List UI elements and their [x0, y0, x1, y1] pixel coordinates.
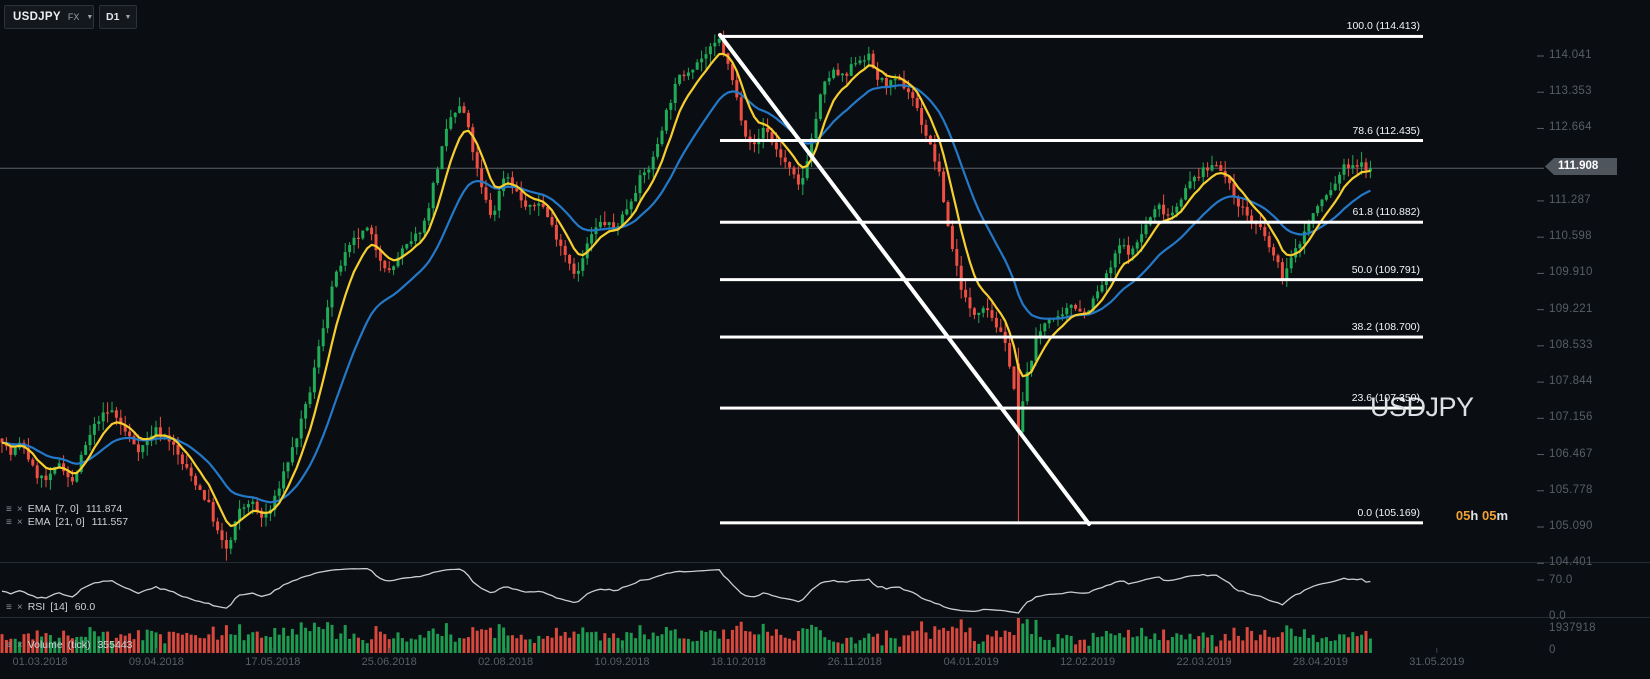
- price-axis-label: 107.156: [1549, 411, 1593, 424]
- indicator-name: Volume: [27, 639, 63, 651]
- countdown-h-unit: h: [1470, 508, 1479, 523]
- indicator-settings-icon[interactable]: ≡: [6, 503, 12, 515]
- price-axis-label: 113.353: [1549, 85, 1592, 98]
- indicator-value: 111.557: [91, 516, 129, 528]
- date-axis-label: 10.09.2018: [594, 656, 650, 668]
- indicator-name: RSI: [27, 601, 46, 613]
- symbol-label: USDJPY: [13, 11, 61, 23]
- indicator-params: [7, 0]: [55, 503, 79, 515]
- indicator-params: [21, 0]: [55, 516, 85, 528]
- indicator-params: (tick): [67, 639, 91, 651]
- date-axis-label: 04.01.2019: [943, 656, 999, 668]
- fib-level-label: 61.8 (110.882): [1352, 206, 1420, 219]
- current-price-tag: 111.908: [1545, 158, 1617, 175]
- price-axis-label: 114.041: [1549, 49, 1592, 61]
- date-axis-label: 22.03.2019: [1176, 656, 1232, 668]
- date-axis-label: 18.10.2018: [710, 656, 766, 668]
- fib-level-line: [720, 220, 1423, 224]
- bar-countdown: 05h 05m: [1438, 508, 1508, 523]
- market-label: FX: [67, 12, 80, 22]
- fib-level-label: 23.6 (107.350): [1351, 392, 1420, 405]
- countdown-m-unit: m: [1496, 508, 1508, 523]
- subpane-axis-label: 0.0: [1549, 610, 1566, 622]
- ema-slow-legend: ≡ × EMA [21, 0] 111.557: [6, 516, 128, 528]
- timeframe-selector[interactable]: D1 ▼: [99, 5, 137, 29]
- indicator-close-icon[interactable]: ×: [16, 516, 23, 528]
- date-axis-label: 31.05.2019: [1409, 656, 1465, 668]
- fib-level-label: 50.0 (109.791): [1351, 263, 1420, 276]
- subpane-axis-label: 0: [1549, 644, 1556, 656]
- price-axis-label: 104.401: [1549, 556, 1593, 569]
- fib-level-line: [720, 278, 1423, 282]
- subpane-axis-label: 70.0: [1549, 574, 1573, 586]
- price-axis-label: 105.778: [1549, 483, 1593, 496]
- price-axis-label: 110.598: [1549, 230, 1592, 243]
- fib-level-label: 0.0 (105.169): [1357, 506, 1420, 519]
- date-axis-label: 25.06.2018: [361, 656, 417, 668]
- indicator-close-icon[interactable]: ×: [16, 503, 23, 515]
- indicator-value: 60.0: [74, 601, 96, 613]
- fib-level-line: [720, 406, 1423, 410]
- date-axis-label: 26.11.2018: [827, 656, 882, 668]
- fib-level-line: [720, 34, 1423, 38]
- fib-level-line: [720, 335, 1423, 339]
- indicator-value: 355443: [97, 639, 133, 651]
- rsi-legend: ≡ × RSI [14] 60.0: [6, 601, 95, 613]
- price-axis-label: 111.287: [1549, 193, 1591, 206]
- indicator-settings-icon[interactable]: ≡: [6, 516, 12, 528]
- price-axis-label: 107.844: [1549, 375, 1593, 388]
- indicator-value: 111.874: [85, 503, 123, 515]
- indicator-settings-icon[interactable]: ≡: [6, 601, 12, 613]
- indicator-close-icon[interactable]: ×: [16, 639, 23, 651]
- price-axis-label: 109.910: [1549, 266, 1593, 279]
- countdown-hours: 05: [1455, 508, 1471, 523]
- fib-level-label: 38.2 (108.700): [1351, 321, 1420, 334]
- subpane-axis-label: 1937918: [1549, 622, 1596, 634]
- price-axis-label: 108.533: [1549, 338, 1593, 351]
- fib-level-line: [720, 139, 1423, 143]
- date-axis-label: 12.02.2019: [1060, 656, 1116, 668]
- symbol-selector[interactable]: USDJPY FX ▼: [4, 5, 94, 29]
- chevron-down-icon: ▼: [86, 13, 94, 21]
- indicator-params: [14]: [50, 601, 68, 613]
- date-axis-label: 02.08.2018: [478, 656, 534, 668]
- date-axis-label: 17.05.2018: [245, 656, 301, 668]
- date-axis-label: 09.04.2018: [128, 656, 184, 668]
- fib-level-label: 78.6 (112.435): [1352, 124, 1420, 137]
- timeframe-label: D1: [106, 11, 120, 23]
- price-axis-label: 105.090: [1549, 520, 1593, 532]
- indicator-name: EMA: [27, 516, 51, 528]
- symbol-watermark: USDJPY: [1370, 392, 1474, 422]
- price-axis-label: 112.664: [1549, 121, 1592, 134]
- fib-level-line: [720, 521, 1423, 525]
- fib-level-label: 100.0 (114.413): [1346, 20, 1420, 33]
- indicator-close-icon[interactable]: ×: [16, 601, 23, 613]
- date-axis-label: 01.03.2018: [12, 656, 68, 668]
- price-axis-label: 109.221: [1549, 302, 1593, 315]
- date-axis-label: 28.04.2019: [1292, 656, 1348, 668]
- chevron-down-icon: ▼: [124, 13, 132, 21]
- countdown-minutes: 05: [1481, 508, 1497, 523]
- price-axis-label: 106.467: [1549, 447, 1593, 460]
- trend-line: [718, 33, 1091, 526]
- indicator-settings-icon[interactable]: ≡: [6, 639, 12, 651]
- volume-legend: ≡ × Volume (tick) 355443: [6, 639, 133, 651]
- indicator-name: EMA: [27, 503, 51, 515]
- ema-fast-legend: ≡ × EMA [7, 0] 111.874: [6, 503, 122, 515]
